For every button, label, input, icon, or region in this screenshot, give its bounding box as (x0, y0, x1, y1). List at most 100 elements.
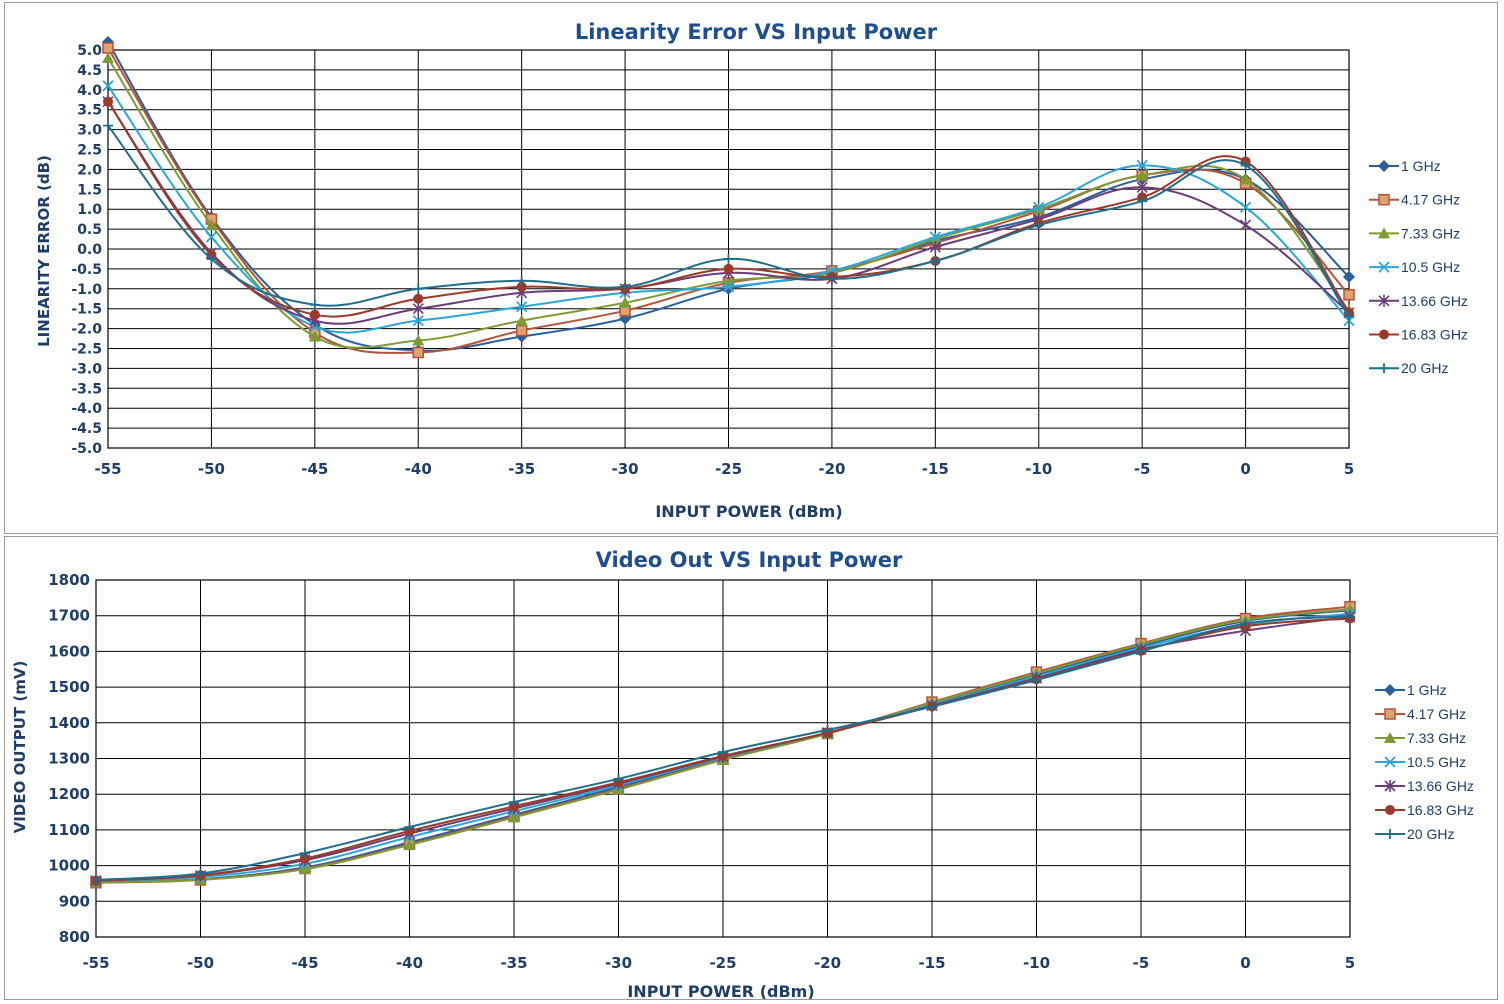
data-point (516, 281, 527, 292)
x-tick-label: -40 (405, 460, 432, 478)
legend-marker (1384, 684, 1396, 696)
y-tick-label: -2.5 (71, 342, 102, 358)
y-tick-label: -4.0 (71, 401, 102, 417)
plot-grid (95, 579, 1351, 938)
y-tick-label: 0.0 (77, 242, 102, 258)
data-point (1343, 289, 1355, 301)
data-point (412, 302, 424, 315)
x-tick-label: -50 (198, 460, 225, 478)
data-point (413, 293, 424, 304)
linearity-error-chart: Linearity Error VS Input Power INPUT POW… (35, 20, 1468, 521)
x-tick-label: -55 (94, 460, 121, 478)
legend-marker (1379, 363, 1389, 374)
x-tick-label: 0 (1240, 954, 1250, 972)
legend-entry: 20 GHz (1407, 826, 1454, 842)
x-tick-label: -35 (500, 954, 527, 972)
x-tick-label: -30 (605, 954, 632, 972)
legend-marker (1384, 780, 1396, 792)
data-point (1240, 160, 1251, 171)
data-point (102, 51, 114, 63)
x-tick-label: -55 (82, 954, 109, 972)
x-tick-label: -15 (922, 460, 949, 478)
legend-entry: 1 GHz (1401, 158, 1441, 174)
data-point (102, 80, 114, 92)
data-point (1136, 159, 1148, 172)
legend-marker (1378, 294, 1390, 307)
data-point (723, 253, 734, 264)
y-tick-label: 4.0 (77, 83, 102, 99)
plot-grid (107, 49, 1350, 449)
legend: 1 GHz 4.17 GHz 7.33 GHz 10.5 GHz 13.66 GHz 16… (1375, 682, 1474, 842)
y-tick-label: -1.5 (71, 302, 102, 318)
x-tick-label: -10 (1025, 460, 1052, 478)
x-tick-label: -5 (1134, 460, 1151, 478)
legend-entry: 20 GHz (1401, 360, 1448, 376)
data-point (403, 838, 416, 850)
x-tick-label: -50 (187, 954, 214, 972)
data-point (1343, 270, 1355, 283)
chart-title: Linearity Error VS Input Power (575, 20, 938, 44)
data-point (413, 283, 424, 294)
x-tick-label: -20 (814, 954, 841, 972)
y-tick-label: 3.0 (77, 123, 102, 139)
series-line (107, 57, 1350, 349)
legend-entry: 16.83 GHz (1407, 802, 1474, 818)
y-tick-label: 2.0 (77, 162, 102, 178)
legend-marker (1378, 193, 1390, 206)
data-point (195, 868, 206, 879)
y-tick-label: -0.5 (71, 262, 102, 278)
data-point (619, 296, 632, 308)
x-tick-label: -15 (918, 954, 945, 972)
y-tick-label: 1500 (48, 678, 90, 696)
data-point (723, 263, 734, 274)
x-tick-label: -45 (301, 460, 328, 478)
x-tick-label: -20 (818, 460, 845, 478)
data-point (205, 231, 218, 243)
data-point (1239, 173, 1252, 185)
y-tick-label: 1.0 (77, 202, 102, 218)
y-tick-label: 1.5 (77, 182, 102, 198)
x-tick-label: -30 (612, 460, 639, 478)
y-tick-label: 1700 (48, 607, 90, 625)
data-point (515, 324, 528, 337)
legend-marker (1379, 329, 1389, 340)
x-tick-label: 5 (1345, 954, 1355, 972)
y-tick-label: 1600 (48, 642, 90, 660)
y-tick-label: 1100 (48, 821, 90, 839)
series-20-ghz (91, 611, 1355, 885)
legend-entry: 13.66 GHz (1401, 293, 1468, 309)
legend-entry: 4.17 GHz (1401, 192, 1460, 208)
y-tick-label: 0.5 (77, 222, 102, 238)
legend-marker (1385, 805, 1395, 815)
video-out-chart-panel: Video Out VS Input Power INPUT POWER (dB… (4, 536, 1498, 1000)
data-point (516, 275, 527, 286)
data-point (927, 701, 937, 712)
legend-entry: 7.33 GHz (1407, 730, 1466, 746)
series-20-ghz (103, 120, 1354, 322)
plot-border (95, 579, 1351, 938)
x-tick-label: -10 (1023, 954, 1050, 972)
data-point (412, 315, 424, 327)
data-point (309, 309, 320, 320)
data-point (412, 346, 424, 359)
data-point (102, 42, 114, 54)
data-point (1239, 201, 1252, 213)
y-axis-label: VIDEO OUTPUT (mV) (11, 661, 29, 834)
y-axis-label: LINEARITY ERROR (dB) (35, 155, 53, 347)
video-out-chart: Video Out VS Input Power INPUT POWER (dB… (11, 548, 1474, 999)
y-tick-label: 2.5 (77, 143, 102, 159)
x-tick-label: -5 (1133, 954, 1150, 972)
data-point (516, 301, 528, 313)
x-tick-label: -25 (709, 954, 736, 972)
chart-title: Video Out VS Input Power (596, 548, 903, 572)
legend-marker (1385, 829, 1395, 839)
data-point (103, 120, 113, 131)
data-point (1240, 618, 1251, 629)
x-tick-label: -45 (291, 954, 318, 972)
legend-entry: 7.33 GHz (1401, 225, 1460, 241)
data-point (508, 811, 520, 823)
data-point (929, 241, 941, 254)
legend-marker (1384, 756, 1396, 768)
legend-marker (1384, 732, 1396, 743)
y-tick-label: 800 (59, 928, 90, 946)
